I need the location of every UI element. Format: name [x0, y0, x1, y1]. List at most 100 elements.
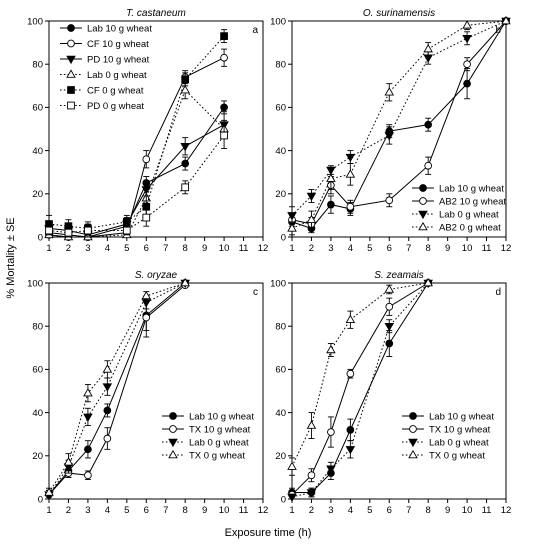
- series-0: [45, 100, 228, 241]
- legend-label: AB2 10 g wheat: [439, 196, 506, 207]
- x-tick-label: 6: [144, 243, 149, 254]
- series-line: [48, 124, 225, 236]
- data-point: [384, 322, 395, 332]
- data-point: [384, 132, 395, 141]
- series-5: [45, 122, 228, 238]
- legend-label: CF 10 g wheat: [87, 39, 149, 50]
- data-point: [103, 406, 112, 415]
- series-line: [291, 282, 429, 498]
- series-3: [287, 277, 433, 476]
- x-tick-label: 7: [163, 505, 168, 516]
- series-line: [48, 135, 225, 234]
- data-point: [385, 302, 394, 311]
- y-tick-label: 40: [275, 408, 286, 419]
- legend-label: Lab 0 g wheat: [439, 209, 499, 220]
- data-point: [306, 420, 317, 429]
- x-tick-label: 9: [202, 505, 207, 516]
- legend-label: PD 0 g wheat: [87, 101, 144, 112]
- series-line: [48, 282, 186, 493]
- x-tick-label: 1: [46, 505, 51, 516]
- data-point: [345, 314, 356, 323]
- legend-label: CF 0 g wheat: [87, 85, 144, 96]
- legend-label: AB2 0 g wheat: [439, 222, 501, 233]
- y-tick-label: 100: [270, 16, 286, 27]
- y-tick-label: 100: [27, 16, 43, 27]
- x-tick-label: 1: [289, 243, 294, 254]
- series-line: [48, 284, 186, 496]
- legend-label: PD 10 g wheat: [87, 54, 150, 65]
- y-tick-label: 40: [32, 146, 43, 157]
- series-3: [44, 277, 190, 498]
- data-point: [220, 131, 228, 140]
- data-point: [287, 461, 297, 470]
- legend-label: TX 10 g wheat: [189, 424, 251, 435]
- data-point: [220, 103, 228, 112]
- x-tick-label: 11: [239, 243, 249, 254]
- data-point: [326, 173, 336, 182]
- data-point: [287, 493, 297, 502]
- panel-title: S. oryzae: [135, 270, 178, 281]
- x-tick-label: 12: [258, 243, 269, 254]
- panel-title: T. castaneum: [126, 8, 186, 19]
- data-point: [181, 183, 190, 192]
- y-tick-label: 60: [32, 103, 43, 114]
- data-point: [424, 161, 433, 170]
- legend-marker: [419, 184, 427, 192]
- y-tick-label: 80: [32, 322, 43, 333]
- plot-frame: [48, 20, 264, 238]
- legend-label: Lab 10 g wheat: [87, 23, 152, 34]
- data-point: [306, 192, 317, 202]
- data-point: [180, 143, 190, 152]
- plot-frame: [48, 282, 264, 500]
- legend-marker: [418, 221, 428, 231]
- x-tick-label: 5: [124, 505, 129, 516]
- legend-marker: [169, 425, 177, 433]
- x-tick-label: 9: [445, 243, 450, 254]
- data-point: [142, 213, 151, 222]
- data-point: [44, 487, 54, 496]
- x-tick-label: 11: [482, 243, 492, 254]
- data-point: [142, 155, 151, 164]
- x-tick-label: 10: [219, 243, 230, 254]
- data-point: [103, 434, 112, 443]
- series-line: [48, 107, 225, 238]
- x-tick-label: 6: [387, 243, 392, 254]
- y-tick-label: 40: [32, 408, 43, 419]
- legend-marker: [67, 24, 75, 32]
- legend-marker: [409, 425, 417, 433]
- x-tick-label: 9: [202, 243, 207, 254]
- legend-marker: [168, 449, 178, 459]
- series-line: [48, 89, 225, 238]
- legend: Lab 10 g wheat TX 10 g wheat Lab 0 g wheat…: [402, 411, 494, 461]
- data-point: [462, 35, 472, 44]
- data-point: [142, 313, 151, 322]
- legend-marker: [67, 39, 75, 48]
- panel-letter: d: [495, 287, 501, 298]
- x-tick-label: 7: [406, 505, 411, 516]
- data-point: [287, 212, 297, 221]
- legend-label: TX 0 g wheat: [189, 450, 245, 461]
- data-point: [327, 428, 335, 436]
- x-tick-label: 4: [105, 243, 110, 254]
- x-tick-label: 12: [501, 505, 512, 516]
- x-tick-label: 10: [462, 243, 473, 254]
- plot-frame: [291, 282, 507, 500]
- legend-marker: [169, 412, 177, 420]
- y-tick-label: 0: [38, 494, 43, 505]
- data-point: [102, 383, 113, 392]
- legend: Lab 10 g wheat TX 10 g wheat Lab 0 g wheat…: [162, 411, 254, 461]
- data-point: [326, 344, 336, 354]
- data-point: [84, 445, 92, 454]
- legend-label: Lab 10 g wheat: [429, 411, 494, 422]
- series-line: [292, 282, 429, 494]
- data-point: [306, 214, 317, 223]
- data-point: [307, 471, 316, 480]
- series-2: [287, 279, 433, 502]
- x-axis-label: Exposure time (h): [225, 527, 312, 539]
- x-tick-label: 12: [258, 505, 269, 516]
- legend-label: Lab 10 g wheat: [439, 183, 504, 194]
- y-axis-label: % Mortality ± SE: [5, 217, 17, 298]
- series-line: [291, 20, 507, 225]
